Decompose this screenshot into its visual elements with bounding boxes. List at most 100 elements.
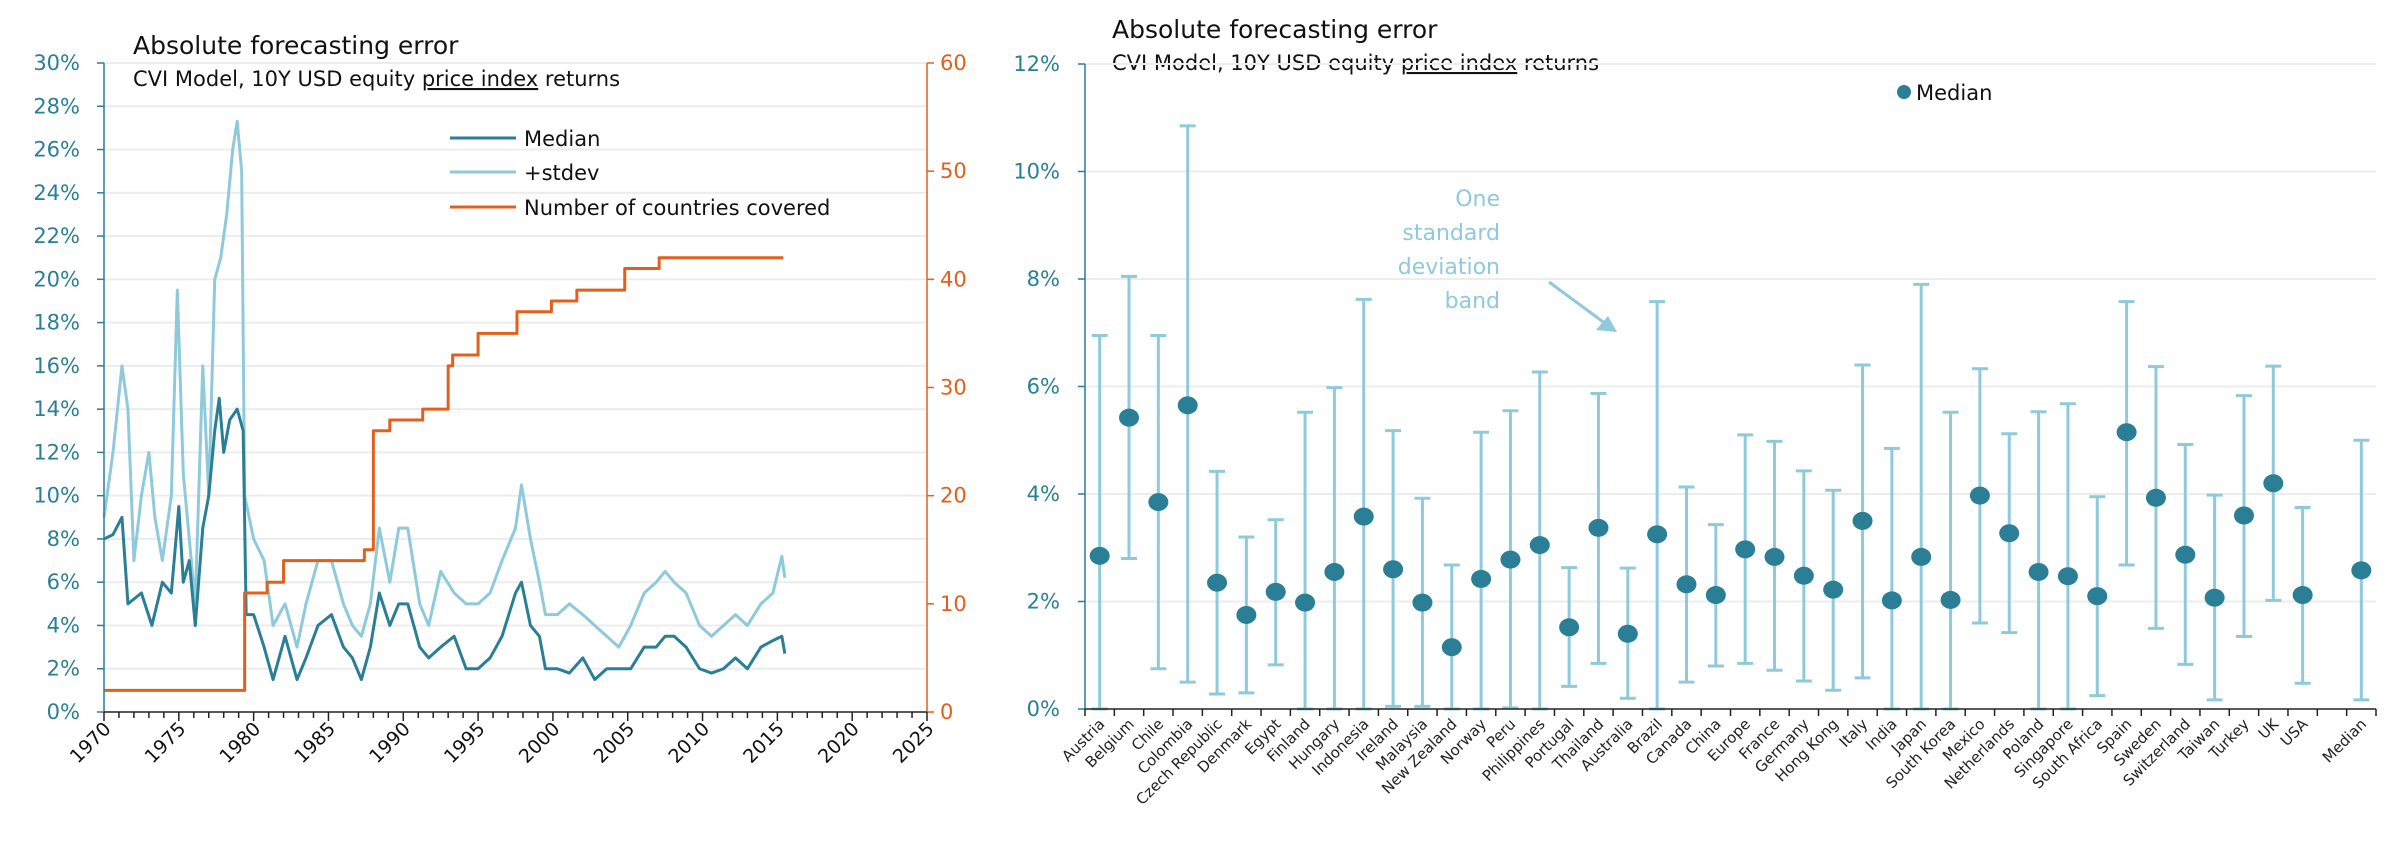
y2-tick-label: 30 bbox=[940, 376, 967, 400]
x-tick-label: 1980 bbox=[215, 718, 265, 768]
median-point bbox=[1676, 575, 1697, 594]
median-point bbox=[2292, 586, 2313, 605]
series-line-number-of-countries-covered bbox=[104, 256, 784, 692]
y2-tick-label: 40 bbox=[940, 267, 967, 291]
y-tick-label: 4% bbox=[47, 613, 80, 637]
y-tick-label: 18% bbox=[33, 311, 80, 335]
x-tick-label: 2010 bbox=[664, 718, 714, 768]
annotation-line: One bbox=[1455, 187, 1500, 212]
y-tick-label: 10% bbox=[1013, 160, 1060, 184]
y-tick-label: 28% bbox=[33, 94, 80, 118]
y2-tick-label: 60 bbox=[940, 51, 967, 75]
x-tick-label: 1990 bbox=[365, 718, 415, 768]
annotation-line: standard bbox=[1402, 221, 1500, 246]
subtitle-part: returns bbox=[538, 67, 620, 91]
annotation-arrow-head-icon bbox=[1596, 316, 1617, 332]
legend-label-median: Median bbox=[524, 127, 600, 151]
median-point bbox=[1735, 540, 1756, 559]
median-point bbox=[1969, 486, 1990, 505]
y-tick-label: 26% bbox=[33, 138, 80, 162]
annotation-line: deviation bbox=[1398, 255, 1500, 280]
left-chart-title: Absolute forecasting error bbox=[133, 31, 459, 60]
median-point bbox=[1617, 624, 1638, 643]
y-tick-label: 2% bbox=[1027, 590, 1060, 614]
median-point bbox=[1471, 569, 1492, 588]
median-point bbox=[1383, 560, 1404, 579]
left-chart-subtitle: CVI Model, 10Y USD equity price index re… bbox=[133, 67, 620, 91]
y-tick-label: 24% bbox=[33, 181, 80, 205]
median-point bbox=[1647, 525, 1668, 544]
y2-tick-label: 20 bbox=[940, 484, 967, 508]
median-point bbox=[1705, 586, 1726, 605]
right-chart: Absolute forecasting error CVI Model, 10… bbox=[1013, 15, 2377, 809]
median-point bbox=[1441, 638, 1462, 657]
legend-label-stdev: +stdev bbox=[524, 161, 599, 185]
median-point bbox=[1823, 580, 1844, 599]
median-point bbox=[1207, 573, 1228, 592]
median-point bbox=[1940, 590, 1961, 609]
x-tick-label: 2025 bbox=[889, 718, 939, 768]
left-chart: Absolute forecasting error CVI Model, 10… bbox=[33, 31, 967, 768]
subtitle-underlined: price index bbox=[422, 67, 538, 91]
median-point bbox=[1295, 593, 1316, 612]
median-point bbox=[2116, 423, 2137, 442]
median-point bbox=[1588, 518, 1609, 537]
legend-label-median: Median bbox=[1916, 81, 1992, 105]
annotation: One standard deviation band bbox=[1398, 187, 1617, 332]
median-point bbox=[1177, 396, 1198, 415]
median-point bbox=[1529, 536, 1550, 555]
x-tick-label: 2005 bbox=[590, 718, 640, 768]
median-point bbox=[2028, 562, 2049, 581]
right-legend: Median bbox=[1897, 81, 1992, 105]
y-tick-label: 12% bbox=[1013, 52, 1060, 76]
median-point bbox=[1412, 593, 1433, 612]
median-point bbox=[2175, 545, 2196, 564]
median-point bbox=[1353, 507, 1374, 526]
median-point bbox=[2351, 561, 2372, 580]
annotation-line: band bbox=[1445, 289, 1500, 314]
y2-tick-label: 50 bbox=[940, 159, 967, 183]
median-point bbox=[1559, 618, 1580, 637]
median-point bbox=[2204, 588, 2225, 607]
legend-marker-median bbox=[1897, 85, 1911, 99]
median-point bbox=[1089, 546, 1110, 565]
median-point bbox=[2057, 567, 2078, 586]
subtitle-part: CVI Model, 10Y USD equity bbox=[133, 67, 422, 91]
y-tick-label: 20% bbox=[33, 267, 80, 291]
median-point bbox=[1852, 511, 1873, 530]
category-label: Median bbox=[2319, 715, 2370, 766]
median-point bbox=[2233, 506, 2254, 525]
x-tick-label: 2020 bbox=[814, 718, 864, 768]
y-tick-label: 2% bbox=[47, 657, 80, 681]
y-tick-label: 12% bbox=[33, 440, 80, 464]
median-point bbox=[1119, 408, 1140, 427]
right-chart-title: Absolute forecasting error bbox=[1112, 15, 1438, 44]
x-tick-label: 1995 bbox=[440, 718, 490, 768]
median-point bbox=[1911, 547, 1932, 566]
x-tick-label: 2000 bbox=[515, 718, 565, 768]
y2-tick-label: 0 bbox=[940, 700, 953, 724]
median-point bbox=[2145, 488, 2166, 507]
x-tick-label: 1975 bbox=[141, 718, 191, 768]
y2-tick-label: 10 bbox=[940, 592, 967, 616]
series-line-median bbox=[103, 396, 787, 682]
y-tick-label: 22% bbox=[33, 224, 80, 248]
y-tick-label: 6% bbox=[47, 570, 80, 594]
x-tick-label: 1985 bbox=[290, 718, 340, 768]
median-point bbox=[1324, 562, 1345, 581]
series-line--stdev bbox=[102, 119, 787, 649]
median-point bbox=[1236, 605, 1257, 624]
median-point bbox=[1881, 591, 1902, 610]
y-tick-label: 0% bbox=[1027, 697, 1060, 721]
y-tick-label: 4% bbox=[1027, 482, 1060, 506]
median-point bbox=[1500, 550, 1521, 569]
category-label: USA bbox=[2277, 715, 2312, 750]
y-tick-label: 8% bbox=[1027, 267, 1060, 291]
left-legend: Median +stdev Number of countries covere… bbox=[450, 127, 830, 220]
median-point bbox=[1999, 524, 2020, 543]
median-point bbox=[1148, 493, 1169, 512]
y-tick-label: 8% bbox=[47, 527, 80, 551]
y-tick-label: 10% bbox=[33, 484, 80, 508]
y-tick-label: 0% bbox=[47, 700, 80, 724]
median-point bbox=[2263, 474, 2284, 493]
